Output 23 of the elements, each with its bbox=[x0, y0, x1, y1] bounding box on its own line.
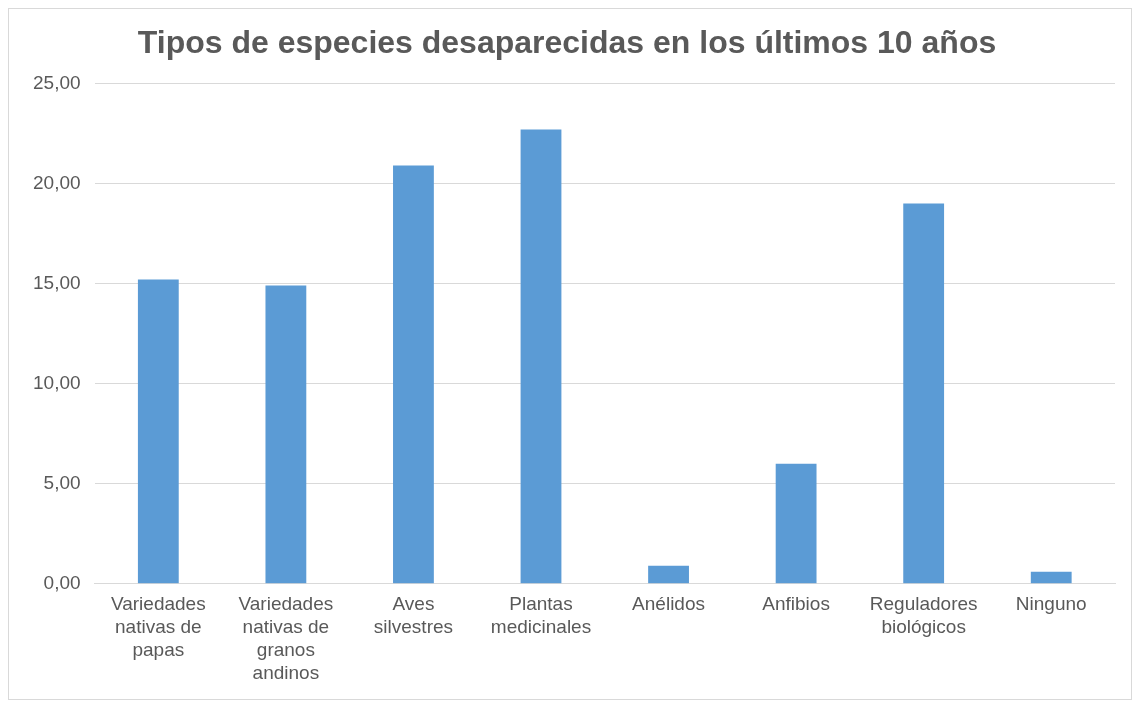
x-tick-label: Anfibios bbox=[762, 593, 830, 615]
y-tick-label: 5,00 bbox=[43, 471, 81, 493]
y-tick-label: 20,00 bbox=[33, 171, 81, 193]
x-tick-label: Reguladores biológicos bbox=[869, 593, 978, 638]
bar bbox=[265, 285, 307, 584]
y-tick-label: 0,00 bbox=[43, 572, 81, 594]
bar bbox=[137, 279, 179, 584]
x-tick-label: Variedades nativas de granos andinos bbox=[238, 593, 334, 683]
x-tick-label: Anélidos bbox=[632, 593, 705, 615]
bar bbox=[393, 165, 434, 584]
x-tick-label: Aves silvestres bbox=[373, 593, 454, 638]
y-tick-label: 15,00 bbox=[33, 271, 81, 293]
x-tick-label: Variedades nativas de papas bbox=[110, 593, 206, 661]
bar bbox=[520, 129, 562, 584]
bar bbox=[903, 203, 945, 584]
bar bbox=[648, 565, 689, 584]
x-tick-label: Ninguno bbox=[1015, 593, 1087, 615]
y-tick-label: 10,00 bbox=[33, 371, 81, 393]
y-tick-label: 25,00 bbox=[33, 71, 81, 93]
bar bbox=[1030, 571, 1072, 584]
chart-title: Tipos de especies desaparecidas en los últimos 10 años bbox=[137, 24, 997, 61]
x-tick-label: Plantas medicinales bbox=[490, 593, 592, 638]
bar bbox=[775, 463, 817, 584]
